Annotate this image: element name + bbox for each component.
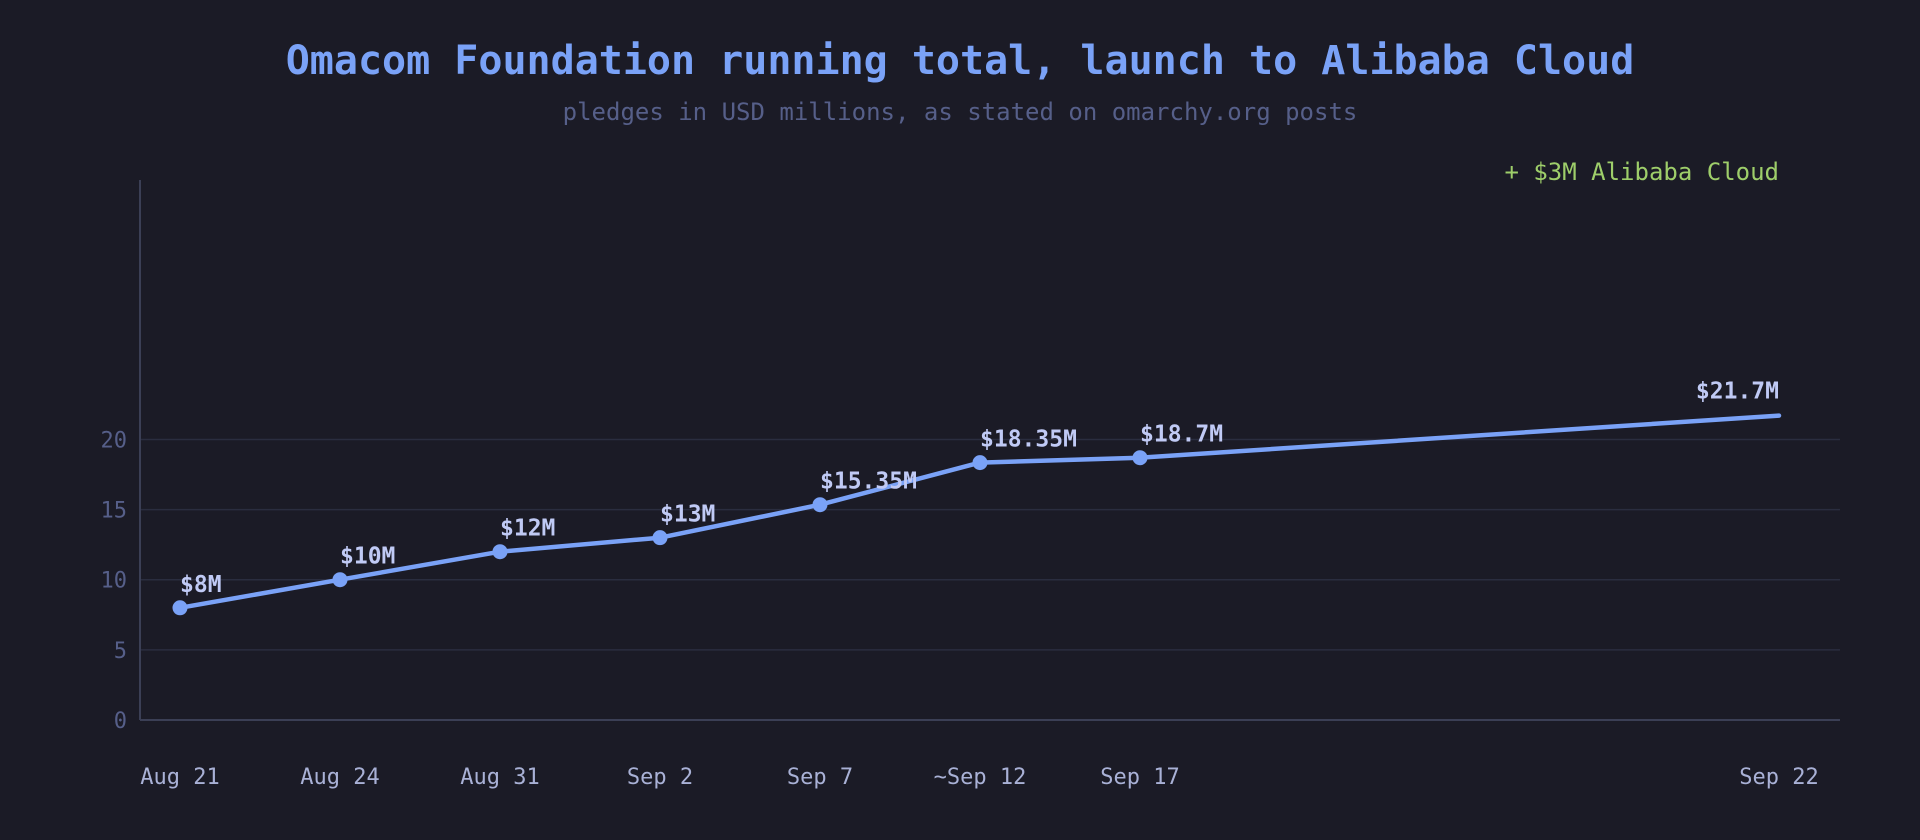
axes xyxy=(139,180,1840,721)
x-tick-label: Aug 24 xyxy=(300,765,379,790)
data-point xyxy=(1132,450,1148,466)
data-point xyxy=(332,572,348,588)
series-pledges xyxy=(172,413,1782,616)
data-label: $21.7M xyxy=(1696,379,1779,405)
data-point xyxy=(812,497,828,513)
data-point xyxy=(972,455,988,471)
y-tick-label: 0 xyxy=(114,709,127,734)
chart-title: Omacom Foundation running total, launch … xyxy=(286,38,1635,84)
data-point xyxy=(172,600,188,616)
data-label: $12M xyxy=(500,516,555,542)
data-label: $13M xyxy=(660,502,715,528)
x-tick-label: Aug 31 xyxy=(460,765,539,790)
data-label: $15.35M xyxy=(820,469,917,495)
x-tick-label: Sep 2 xyxy=(627,765,693,790)
y-tick-label: 15 xyxy=(101,499,128,524)
data-point xyxy=(652,530,668,546)
grid-lines xyxy=(140,438,1840,651)
x-tick-label: Sep 7 xyxy=(787,765,853,790)
data-label: $10M xyxy=(340,544,395,570)
y-tick-label: 20 xyxy=(101,428,128,453)
series-line xyxy=(177,413,1782,611)
data-point xyxy=(492,544,508,560)
chart-subtitle: pledges in USD millions, as stated on om… xyxy=(563,98,1358,126)
y-tick-label: 5 xyxy=(114,639,127,664)
annotation-alibaba-cloud: + $3M Alibaba Cloud xyxy=(1504,158,1779,186)
x-tick-label: Aug 21 xyxy=(140,765,219,790)
x-tick-label: Sep 22 xyxy=(1739,765,1818,790)
data-labels: $8M $10M $12M $13M $15.35M $18.35M $18.7M $21.7… xyxy=(180,379,1779,598)
data-label: $18.35M xyxy=(980,427,1077,453)
y-tick-labels: 0 5 10 15 20 xyxy=(101,428,128,734)
x-tick-label: ~Sep 12 xyxy=(934,765,1027,790)
y-tick-label: 10 xyxy=(101,569,128,594)
x-tick-labels: Aug 21 Aug 24 Aug 31 Sep 2 Sep 7 ~Sep 12 Sep 1… xyxy=(140,765,1818,790)
x-tick-label: Sep 17 xyxy=(1100,765,1179,790)
data-label: $18.7M xyxy=(1140,422,1223,448)
data-label: $8M xyxy=(180,572,222,598)
